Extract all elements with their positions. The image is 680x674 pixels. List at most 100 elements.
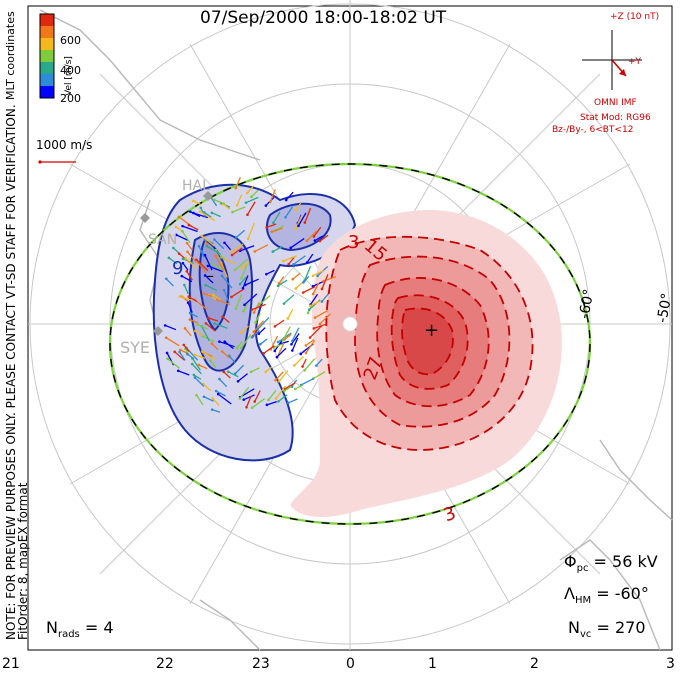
velocity-vector (231, 247, 243, 256)
velocity-vector (314, 310, 328, 319)
velocity-vector (236, 194, 243, 206)
velocity-vector (198, 364, 208, 370)
velocity-vector (271, 227, 283, 233)
velocity-vector (259, 338, 268, 345)
velocity-vector (164, 324, 177, 331)
velocity-vector (208, 317, 219, 322)
velocity-vector (239, 386, 250, 399)
vector-scale-label: 1000 m/s (36, 138, 93, 152)
imf-z-label: +Z (10 nT) (610, 12, 660, 22)
contour-label-3-top: 3 (348, 232, 360, 253)
velocity-vector (194, 354, 206, 359)
station-sye: SYE (120, 338, 151, 357)
positive-potential-cell (290, 210, 562, 517)
velocity-vector (194, 330, 204, 337)
velocity-vector (282, 326, 291, 341)
velocity-vector (282, 255, 297, 262)
velocity-vector (266, 401, 277, 406)
velocity-vector (302, 286, 316, 294)
velocity-vector (193, 374, 202, 380)
velocity-vector (312, 269, 324, 277)
velocity-vector (310, 293, 319, 305)
velocity-vector (300, 377, 315, 386)
velocity-vector (306, 253, 314, 263)
velocity-vector (202, 383, 212, 392)
velocity-vector (214, 322, 228, 329)
velocity-vector (246, 201, 256, 216)
velocity-vector (304, 207, 312, 223)
cross-polar-potential: Φpc = 56 kV (564, 552, 658, 575)
velocity-vector (306, 230, 318, 242)
velocity-vector (189, 312, 198, 318)
mlt-tick-2: 2 (530, 656, 539, 672)
velocity-vector (174, 351, 185, 361)
velocity-vector (222, 203, 231, 210)
velocity-vector (295, 202, 302, 211)
velocity-vector (245, 196, 259, 204)
velocity-vector (167, 358, 180, 369)
velocity-vector (186, 242, 193, 251)
imf-condition: Bz-/By-, 6<BT<12 (552, 125, 634, 135)
velocity-vector (272, 245, 283, 253)
velocity-vector (193, 212, 209, 219)
velocity-vector (254, 390, 261, 402)
velocity-vector (251, 303, 266, 311)
velocity-vector (312, 371, 326, 380)
velocity-vector (212, 294, 221, 301)
velocity-vector (278, 276, 285, 284)
velocity-vector (187, 302, 193, 313)
velocity-vector (182, 225, 198, 233)
colorbar-swatch (40, 50, 54, 62)
mlt-tick-21: 21 (2, 656, 20, 672)
mlt-tick-0: 0 (346, 656, 355, 672)
velocity-vector (214, 255, 225, 271)
velocity-vector (257, 294, 271, 307)
station-hal: HAL (182, 178, 210, 194)
colorbar-outline (39, 13, 55, 99)
velocity-vector (181, 230, 191, 244)
colorbar-tick-400: 400 (60, 64, 81, 77)
velocity-vector (232, 206, 246, 213)
velocity-vector (305, 340, 316, 354)
velocity-vector (295, 214, 303, 229)
velocity-vector (217, 393, 232, 405)
pole-marker (342, 316, 358, 332)
velocity-vector (200, 207, 206, 217)
station-san: SAN (148, 232, 178, 248)
velocity-vector (213, 239, 225, 250)
map-title: 07/Sep/2000 18:00-18:02 UT (200, 8, 447, 28)
velocity-vector (272, 211, 281, 224)
mlt-tick-3: 3 (666, 656, 675, 672)
velocity-vector (234, 258, 248, 271)
velocity-vector (201, 350, 217, 361)
velocity-vector (263, 345, 275, 354)
velocity-vector (202, 292, 213, 298)
velocity-vector (204, 254, 213, 271)
velocity-vector (290, 238, 305, 249)
velocity-vector (269, 189, 276, 202)
velocity-vector (284, 385, 292, 392)
radar-stations (140, 191, 213, 336)
velocity-vector (195, 259, 209, 272)
stat-mod: Stat Mod: RG96 (580, 113, 651, 123)
mlt-tick-1: 1 (428, 656, 437, 672)
velocity-vector (199, 211, 216, 221)
imf-source: OMNI IMF (594, 98, 637, 108)
velocity-vector (235, 229, 246, 238)
velocity-vector (224, 341, 234, 350)
velocity-vector (240, 333, 252, 349)
velocity-vector (201, 325, 210, 342)
velocity-vector (189, 211, 201, 218)
velocity-vector (304, 358, 315, 371)
hm-latitude: ΛHM = -60° (564, 584, 649, 607)
velocity-vector (305, 338, 315, 347)
velocity-vector (275, 371, 284, 381)
mlt-tick-22: 22 (156, 656, 174, 672)
velocity-vector (292, 272, 301, 280)
velocity-vector (186, 251, 198, 264)
velocity-vector (197, 323, 208, 330)
velocity-vector (210, 360, 217, 368)
velocity-vector (236, 341, 243, 349)
velocity-vector (194, 377, 205, 387)
velocity-vector (205, 322, 216, 332)
